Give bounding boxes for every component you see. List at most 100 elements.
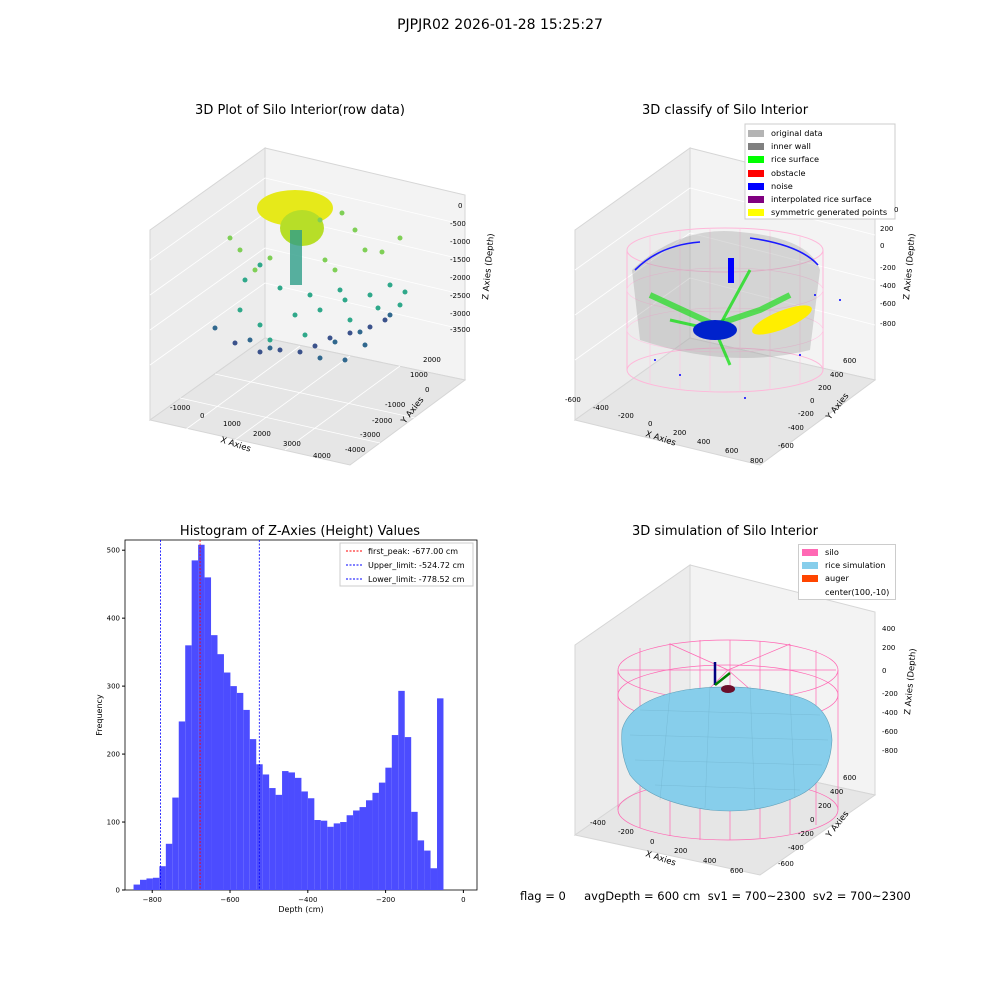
- histogram-bar: [133, 884, 141, 890]
- svg-text:-200: -200: [798, 830, 814, 838]
- histogram-bar: [165, 843, 173, 890]
- histogram-bar: [178, 721, 186, 890]
- simulation-legend-item: center(100,-10): [802, 586, 889, 599]
- x-tick-label: −200: [376, 896, 395, 904]
- simulation-legend-label: rice simulation: [825, 560, 886, 571]
- histogram-bar: [333, 823, 341, 890]
- svg-text:-200: -200: [798, 410, 814, 418]
- svg-text:0: 0: [894, 206, 898, 214]
- x-tick-label: 0: [461, 896, 465, 904]
- svg-text:-1500: -1500: [450, 256, 470, 264]
- simulation-legend-swatch: [802, 575, 818, 583]
- svg-text:0: 0: [880, 242, 884, 250]
- classify-legend-label: rice surface: [771, 154, 820, 165]
- svg-text:-800: -800: [882, 747, 898, 755]
- svg-text:400: 400: [830, 371, 843, 379]
- histogram-bar: [417, 840, 425, 890]
- svg-text:-500: -500: [450, 220, 466, 228]
- svg-text:400: 400: [830, 788, 843, 796]
- histogram-bar: [391, 735, 399, 890]
- histogram-bar: [346, 815, 354, 890]
- classify-legend-swatch: [748, 196, 764, 204]
- histogram-bar: [243, 709, 250, 890]
- histogram-bar: [204, 577, 212, 890]
- svg-text:-400: -400: [882, 709, 898, 717]
- svg-text:0: 0: [810, 816, 814, 824]
- svg-text:0: 0: [882, 667, 886, 675]
- histogram-chart: −800 −600 −400 −200 0 0 100 200 300 400 500 Depth …: [95, 539, 478, 914]
- simulation-legend-label: center(100,-10): [825, 586, 890, 597]
- simulation-zlabel: Z Axies (Depth): [903, 648, 919, 715]
- classify-legend-label: interpolated rice surface: [771, 194, 872, 205]
- svg-text:200: 200: [673, 429, 686, 437]
- classify-legend-items: original data inner wall rice surface obsta…: [748, 127, 887, 219]
- svg-text:-2000: -2000: [372, 417, 392, 425]
- x-tick-label: −400: [298, 896, 317, 904]
- classify-legend-item: inner wall: [748, 140, 887, 153]
- svg-text:200: 200: [818, 384, 831, 392]
- svg-text:600: 600: [843, 774, 856, 782]
- histogram-bar: [262, 774, 270, 890]
- y-tick-label: 500: [107, 547, 120, 555]
- histogram-bar: [217, 654, 224, 890]
- svg-text:-3500: -3500: [450, 326, 470, 334]
- auger-marker: [713, 662, 735, 693]
- svg-text:400: 400: [882, 625, 895, 633]
- y-tick-label: 400: [107, 615, 120, 623]
- svg-text:-600: -600: [880, 300, 896, 308]
- y-tick-label: 200: [107, 751, 120, 759]
- svg-text:-400: -400: [788, 844, 804, 852]
- svg-text:-400: -400: [593, 404, 609, 412]
- y-tick-label: 100: [107, 819, 120, 827]
- svg-text:400: 400: [697, 438, 710, 446]
- simulation-legend-label: auger: [825, 573, 849, 584]
- histogram-bar: [372, 792, 379, 890]
- classify-legend-item: original data: [748, 127, 887, 140]
- histogram-title: Histogram of Z-Axies (Height) Values: [179, 524, 421, 539]
- classify-legend-label: noise: [771, 180, 793, 191]
- svg-text:-3000: -3000: [450, 310, 470, 318]
- legend-first-peak: first_peak: -677.00 cm: [368, 547, 458, 556]
- histogram-bar: [301, 791, 308, 890]
- classify-legend-swatch: [748, 169, 764, 177]
- classify-legend-item: symmetric generated points: [748, 206, 887, 219]
- svg-text:0: 0: [425, 386, 429, 394]
- svg-text:-200: -200: [882, 690, 898, 698]
- histogram-bar: [185, 645, 192, 890]
- simulation-legend-swatch: [802, 562, 818, 570]
- svg-text:1000: 1000: [223, 420, 241, 428]
- legend-lower-limit: Lower_limit: -778.52 cm: [368, 575, 465, 584]
- classify-legend-label: inner wall: [771, 141, 811, 152]
- svg-text:-200: -200: [618, 412, 634, 420]
- svg-text:-3000: -3000: [360, 431, 380, 439]
- svg-text:200: 200: [882, 644, 895, 652]
- raw-zlabel: Z Axies (Depth): [481, 233, 497, 300]
- classify-legend: [744, 123, 896, 220]
- svg-text:0: 0: [648, 420, 652, 428]
- simulation-legend-swatch: [802, 549, 818, 556]
- svg-text:400: 400: [703, 857, 716, 865]
- histogram-bar: [378, 782, 386, 890]
- svg-text:-2000: -2000: [450, 274, 470, 282]
- svg-text:200: 200: [674, 847, 687, 855]
- histogram-bar: [249, 739, 257, 890]
- svg-text:-400: -400: [788, 424, 804, 432]
- histogram-bar: [320, 820, 328, 890]
- classify-legend-item: interpolated rice surface: [748, 193, 887, 206]
- histogram-bar: [353, 810, 360, 890]
- histogram-bar: [230, 686, 237, 890]
- histogram-ylabel: Frequency: [95, 694, 104, 736]
- simulation-plot-title: 3D simulation of Silo Interior: [632, 524, 818, 539]
- classify-legend-swatch: [748, 156, 764, 164]
- histogram-bar: [152, 877, 160, 890]
- histogram-bar: [437, 698, 444, 890]
- histogram-bar: [236, 692, 244, 890]
- svg-text:3000: 3000: [283, 440, 301, 448]
- svg-text:-600: -600: [882, 728, 898, 736]
- histogram-legend-box: [339, 542, 474, 587]
- classify-legend-swatch: [748, 130, 764, 137]
- classify-legend-swatch: [748, 209, 764, 217]
- x-tick-label: −600: [220, 896, 239, 904]
- classify-legend-swatch: [748, 182, 764, 190]
- svg-text:600: 600: [843, 357, 856, 365]
